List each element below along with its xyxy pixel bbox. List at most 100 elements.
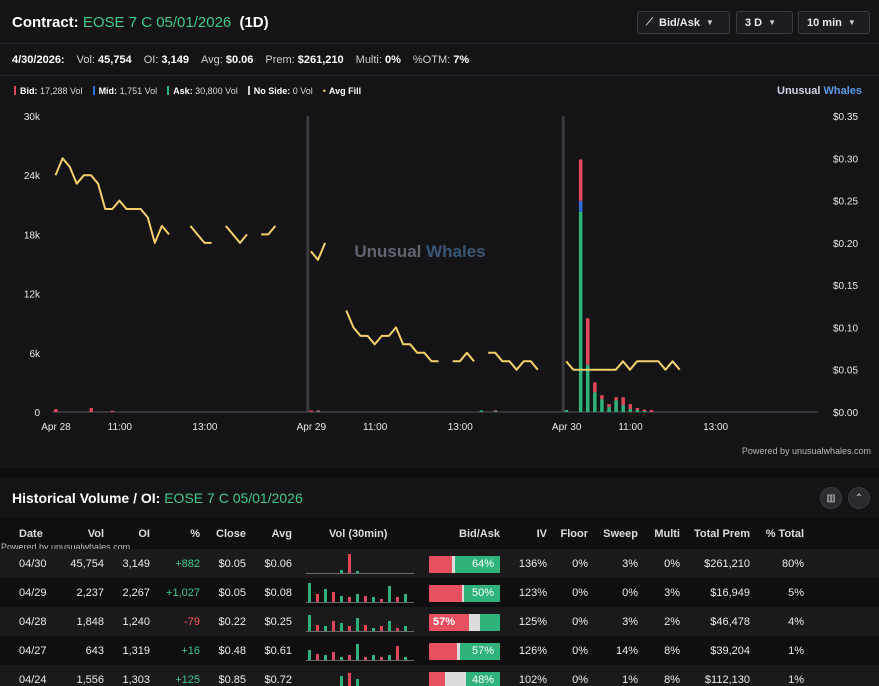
cell-close: $0.05 (218, 557, 246, 570)
col-bidask[interactable]: Bid/Ask (459, 528, 500, 540)
contract-timeframe: (1D) (239, 14, 269, 31)
volume-bar-bid (635, 408, 640, 411)
col-vol[interactable]: Vol (87, 528, 104, 540)
volume-bar-bid (649, 410, 654, 412)
col-close[interactable]: Close (216, 528, 246, 540)
cell-sweep: 0% (622, 586, 638, 599)
stats-otm: %OTM: 7% (412, 53, 470, 66)
cell-floor: 0% (572, 586, 588, 599)
table-row[interactable]: 04/24 1,556 1,303 +125 $0.85 $0.72 48% 102% 0% 1%… (0, 665, 879, 686)
x-tick: Apr 28 (41, 422, 71, 433)
cell-close: $0.48 (218, 644, 246, 657)
y-right-tick: $0.30 (833, 154, 858, 165)
chevron-down-icon: ▼ (705, 18, 714, 27)
volume-bar-ask (642, 411, 647, 413)
bid-ask-mode-label: Bid/Ask (659, 16, 700, 29)
volume-bar-ask (600, 399, 604, 412)
table-row[interactable]: 04/27 643 1,319 +16 $0.48 $0.61 57% 126% 0% 14% 8%… (0, 636, 879, 665)
chevron-down-icon: ▼ (768, 18, 777, 27)
cell-total-prem: $46,478 (710, 615, 750, 628)
col-date[interactable]: Date (19, 528, 43, 540)
volume-bar-ask (621, 405, 625, 412)
cell-avg: $0.25 (264, 615, 292, 628)
sparkline-bar (348, 673, 351, 686)
cell-close: $0.22 (218, 615, 246, 628)
sparkline-bar (356, 618, 359, 631)
sparkline-bar (332, 652, 335, 660)
legend-avgfill[interactable]: • Avg Fill (322, 86, 362, 96)
col-pct-total[interactable]: % Total (765, 528, 804, 540)
cell-total-prem: $112,130 (704, 673, 750, 686)
col-vol30[interactable]: Vol (30min) (329, 528, 388, 540)
chevron-updown-icon: ⌃ (854, 492, 864, 504)
sparkline-bar (348, 626, 351, 631)
stats-oi: OI: 3,149 (143, 53, 189, 66)
cell-sweep: 3% (622, 557, 638, 570)
bid-ask-mode-dropdown[interactable]: ⟋ Bid/Ask ▼ (637, 11, 730, 34)
cell-vol30-sparkline (306, 669, 414, 686)
sparkline-bar (396, 597, 399, 602)
sparkline-bar (396, 627, 399, 631)
contract-header: Contract: EOSE 7 C 05/01/2026 (1D) ⟋ Bid… (0, 0, 879, 44)
legend-noside[interactable]: No Side: 0 Vol (247, 86, 313, 96)
col-avg[interactable]: Avg (271, 528, 292, 540)
col-multi[interactable]: Multi (654, 528, 680, 540)
col-oi[interactable]: OI (138, 528, 150, 540)
cell-iv: 123% (518, 586, 547, 599)
col-pct[interactable]: % (190, 528, 200, 540)
interval-dropdown[interactable]: 10 min ▼ (798, 11, 870, 34)
brand-logo[interactable]: Unusual Whales (777, 85, 862, 97)
col-sweep[interactable]: Sweep (603, 528, 638, 540)
bidask-segment-mid (444, 672, 466, 686)
expand-collapse-button[interactable]: ⌃ (848, 487, 870, 509)
legend-mid[interactable]: Mid: 1,751 Vol (92, 86, 157, 96)
sparkline-bar (308, 582, 311, 602)
cell-sweep: 1% (622, 673, 638, 686)
sparkline-bar (388, 586, 391, 602)
bidask-segment-ask (455, 556, 500, 573)
bidask-segment-bid (429, 672, 445, 686)
x-tick: 13:00 (703, 422, 728, 433)
avg-fill-line (565, 360, 681, 371)
volume-bar-bid (110, 410, 115, 412)
contract-chart-panel: Contract: EOSE 7 C 05/01/2026 (1D) ⟋ Bid… (0, 0, 879, 456)
sparkline-bar (380, 598, 383, 602)
sparkline-bar (340, 569, 343, 573)
table-row[interactable]: 04/29 2,237 2,267 +1,027 $0.05 $0.08 50% 123% 0%… (0, 578, 879, 607)
range-dropdown[interactable]: 3 D ▼ (736, 11, 793, 34)
cell-multi: 0% (664, 557, 680, 570)
sparkline-bar (404, 594, 407, 602)
col-floor[interactable]: Floor (560, 528, 589, 540)
volume-bar-bid (578, 159, 583, 201)
stats-avg: Avg: $0.06 (200, 53, 254, 66)
cell-bidask-bar: 48% (429, 672, 500, 686)
legend-ask[interactable]: Ask: 30,800 Vol (167, 86, 238, 96)
cell-sweep: 14% (615, 644, 638, 657)
cell-floor: 0% (572, 644, 588, 657)
cell-iv: 102% (518, 673, 547, 686)
y-right-tick: $0.15 (833, 281, 858, 292)
historical-title: Historical Volume / OI: EOSE 7 C 05/01/2… (12, 490, 303, 506)
table-row[interactable]: 04/28 1,848 1,240 -79 $0.22 $0.25 57% 125% 0% 3% 2… (0, 607, 879, 636)
sparkline-bar (380, 626, 383, 631)
sparkline-bar (372, 655, 375, 660)
sparkline-bar (364, 624, 367, 631)
table-row[interactable]: 04/30 45,754 3,149 +882 $0.05 $0.06 64% 136% 0% 3… (0, 549, 879, 578)
columns-settings-button[interactable]: ▥ (820, 487, 842, 509)
contract-title: Contract: EOSE 7 C 05/01/2026 (1D) (12, 14, 269, 31)
cell-vol30-sparkline (306, 611, 414, 632)
ask-swatch-icon (167, 86, 170, 95)
cell-vol30-sparkline (306, 553, 414, 574)
col-iv[interactable]: IV (536, 528, 547, 540)
sparkline-bar (348, 655, 351, 660)
volume-bar-bid (593, 382, 597, 393)
legend-bid[interactable]: Bid: 17,288 Vol (14, 86, 83, 96)
avg-fill-line (225, 225, 248, 244)
col-total-prem[interactable]: Total Prem (693, 528, 750, 540)
volume-fill-chart[interactable]: Unusual Whales 30k 24k 18k 12k 6k 0 $0.35 $0.30 $… (0, 100, 879, 445)
cell-close: $0.05 (218, 586, 246, 599)
volume-bar-bid (607, 404, 611, 408)
volume-bar-ask (614, 400, 618, 412)
cell-iv: 126% (518, 644, 547, 657)
cell-total-prem: $261,210 (704, 557, 750, 570)
